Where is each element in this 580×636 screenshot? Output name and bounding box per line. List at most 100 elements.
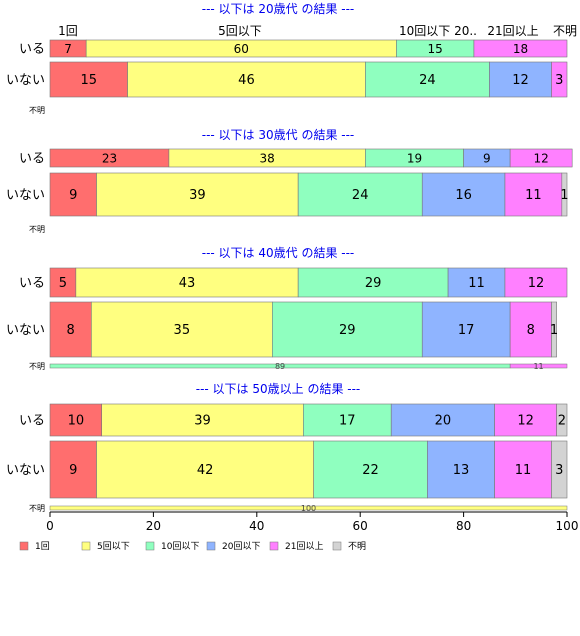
data-label: 60 [234,42,249,56]
legend-label: 1回 [35,541,50,552]
data-label: 8 [67,323,75,338]
data-label: 11 [525,188,542,203]
chart-legend: 1回 5回以下 10回以下 20回以下 21回以上 不明 [19,541,366,552]
header-label: 不明 [553,24,577,38]
data-label: 29 [339,323,356,338]
panel-title: --- 以下は 30歳代 の結果 --- [202,128,355,142]
row-label: 不明 [29,504,45,513]
panel-title: --- 以下は 50歳以上 の結果 --- [196,382,361,396]
legend-item: 10回以下 [145,541,199,552]
bar-segment [297,172,423,217]
data-label: 24 [419,73,436,88]
row-label: 不明 [29,225,45,234]
x-tick-label: 80 [456,519,471,533]
data-label: 39 [194,414,211,429]
legend-swatch [206,541,216,551]
row-label: いる [19,42,45,57]
bar-segment [504,267,568,298]
bar-segment [447,267,506,298]
data-label: 39 [189,188,206,203]
data-label: 100 [301,504,316,513]
data-label: 11 [533,362,543,371]
header-label: 21回以上 [487,24,538,38]
row-label: いる [19,152,45,167]
data-label: 38 [259,151,274,165]
legend-swatch [19,541,29,551]
data-label: 1 [560,188,568,203]
legend-label: 20回以下 [222,541,260,552]
legend-label: 10回以下 [161,541,199,552]
data-label: 7 [64,42,72,56]
data-label: 17 [339,414,356,429]
bar-segment [427,440,495,499]
data-label: 46 [238,73,255,88]
data-label: 22 [362,463,379,478]
bar-segment [49,440,97,499]
data-label: 3 [555,463,563,478]
legend-swatch [145,541,155,551]
legend-item: 20回以下 [206,541,260,552]
row-label: いない [6,323,45,338]
bar-segment [272,301,423,358]
bar-segment [561,172,568,217]
bar-segment [127,61,366,98]
bar-segment [96,440,314,499]
data-label: 23 [102,151,117,165]
header-label: 10回以下 20.. [399,24,477,38]
data-label: 12 [517,414,534,429]
chart-panels: 1回 5回以下 10回以下 20.. 21回以上 不明--- 以下は 20歳代 の結果 … [6,2,577,513]
data-label: 12 [528,276,545,291]
bar-segment [421,172,506,217]
data-label: 9 [69,463,77,478]
legend-item: 5回以下 [81,541,130,552]
x-tick-label: 40 [249,519,264,533]
row-label: 不明 [29,362,45,371]
bar-segment [494,403,557,437]
chart-panel: --- 以下は 20歳代 の結果 --- いる 7 60 15 18 いない 15 46 24 12… [6,2,568,115]
bar-segment [421,301,511,358]
x-tick-label: 20 [146,519,161,533]
data-label: 5 [59,276,67,291]
data-label: 12 [534,151,549,165]
data-label: 18 [513,42,528,56]
data-label: 12 [512,73,529,88]
row-label: いない [6,188,45,203]
chart-panel: --- 以下は 30歳代 の結果 --- いる 23 38 19 9 12 いない 9 39 24 1… [6,128,573,234]
data-label: 29 [365,276,382,291]
legend-label: 不明 [348,541,366,552]
legend-item: 21回以上 [269,541,323,552]
bar-segment [365,61,490,98]
chart-panel: --- 以下は 50歳以上 の結果 --- いる 10 39 17 20 12 2 いない 9 42… [6,382,568,513]
data-label: 35 [174,323,191,338]
data-label: 13 [453,463,470,478]
bar-segment [49,172,97,217]
panel-title: --- 以下は 40歳代 の結果 --- [202,246,355,260]
data-label: 10 [68,414,85,429]
data-label: 15 [428,42,443,56]
data-label: 19 [407,151,422,165]
bar-segment [509,301,552,358]
x-tick-label: 60 [353,519,368,533]
bar-segment [96,172,299,217]
data-label: 15 [81,73,98,88]
bar-segment [509,363,568,369]
bar-segment [49,61,128,98]
legend-swatch [269,541,279,551]
bar-segment [313,440,428,499]
legend-swatch [332,541,342,551]
bar-segment [49,301,92,358]
bar-segment [509,148,573,168]
x-tick-label: 0 [46,519,54,533]
row-label: いる [19,414,45,429]
chart-panel: --- 以下は 40歳代 の結果 --- いる 5 43 29 11 12 いない 8 35 29 1… [6,246,568,371]
data-label: 1 [550,323,558,338]
bar-segment [303,403,392,437]
data-label: 11 [515,463,532,478]
bar-segment [49,505,568,511]
data-label: 2 [558,414,566,429]
data-label: 43 [179,276,196,291]
legend-swatch [81,541,91,551]
header-label: 1回 [58,24,78,38]
data-label: 9 [69,188,77,203]
